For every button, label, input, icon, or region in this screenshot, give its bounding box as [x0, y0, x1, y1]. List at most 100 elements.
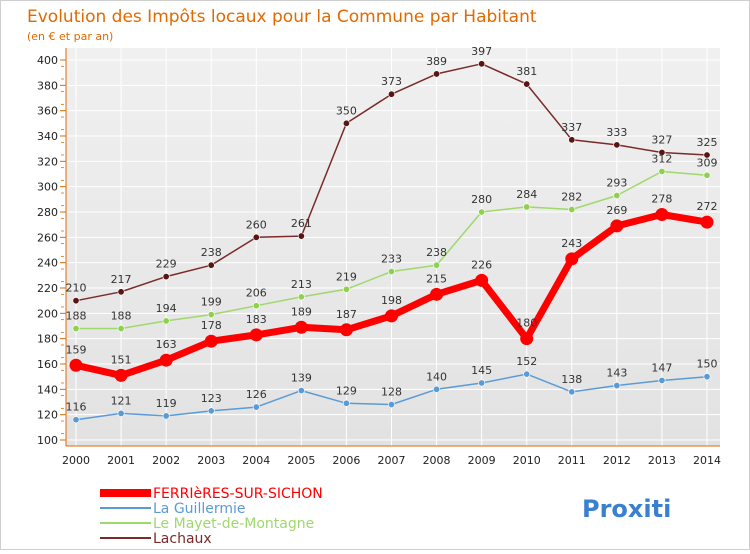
data-point: [478, 60, 486, 68]
y-tick-label: 280: [37, 206, 58, 219]
data-point: [520, 332, 534, 346]
series-1: [72, 370, 711, 424]
data-point: [117, 288, 125, 296]
chart-subtitle: (en € et par an): [27, 30, 113, 43]
series-0: [69, 208, 714, 382]
x-tick-label: 2010: [513, 454, 541, 467]
proxiti-logo: Proxiti: [582, 495, 671, 523]
y-tick-label: 200: [37, 307, 58, 320]
data-label: 233: [381, 253, 402, 266]
data-label: 260: [246, 218, 267, 231]
data-label: 152: [516, 355, 537, 368]
data-point: [72, 416, 80, 424]
data-label: 373: [381, 75, 402, 88]
data-label: 139: [291, 372, 312, 385]
data-point: [478, 379, 486, 387]
data-label: 282: [561, 190, 582, 203]
data-label: 397: [471, 45, 492, 58]
data-label: 325: [697, 136, 718, 149]
data-label: 140: [426, 370, 447, 383]
data-point: [655, 208, 669, 222]
x-tick-label: 2003: [197, 454, 225, 467]
data-label: 119: [156, 397, 177, 410]
data-point: [207, 261, 215, 269]
series-3: [72, 60, 711, 305]
data-point: [117, 325, 125, 333]
data-point: [523, 370, 531, 378]
data-label: 138: [561, 373, 582, 386]
y-tick-label: 320: [37, 155, 58, 168]
x-tick-label: 2014: [693, 454, 721, 467]
data-label: 121: [111, 394, 132, 407]
data-label: 147: [651, 361, 672, 374]
data-point: [568, 388, 576, 396]
data-label: 309: [697, 156, 718, 169]
data-point: [117, 409, 125, 417]
data-point: [700, 215, 714, 229]
data-point: [252, 233, 260, 241]
data-label: 183: [246, 313, 267, 326]
data-label: 210: [66, 282, 87, 295]
x-tick-label: 2008: [423, 454, 451, 467]
x-tick-label: 2002: [152, 454, 180, 467]
y-tick-label: 240: [37, 257, 58, 270]
data-point: [252, 403, 260, 411]
data-label: 194: [156, 302, 177, 315]
data-point: [523, 80, 531, 88]
data-point: [433, 261, 441, 269]
y-tick-label: 180: [37, 333, 58, 346]
data-point: [433, 385, 441, 393]
data-point: [475, 273, 489, 287]
data-label: 206: [246, 287, 267, 300]
data-point: [387, 268, 395, 276]
data-label: 188: [66, 310, 87, 323]
data-point: [658, 376, 666, 384]
data-label: 126: [246, 388, 267, 401]
data-point: [523, 203, 531, 211]
data-label: 188: [111, 310, 132, 323]
data-point: [252, 302, 260, 310]
x-tick-label: 2005: [287, 454, 315, 467]
data-label: 128: [381, 386, 402, 399]
data-point: [703, 151, 711, 159]
data-point: [72, 297, 80, 305]
data-label: 350: [336, 104, 357, 117]
data-label: 150: [697, 358, 718, 371]
data-label: 280: [471, 193, 492, 206]
data-label: 389: [426, 55, 447, 68]
data-label: 293: [606, 177, 627, 190]
data-point: [387, 401, 395, 409]
y-tick-label: 100: [37, 434, 58, 447]
data-label: 284: [516, 188, 537, 201]
data-label: 226: [471, 258, 492, 271]
data-label: 337: [561, 121, 582, 134]
data-label: 151: [111, 353, 132, 366]
data-label: 143: [606, 367, 627, 380]
data-point: [249, 328, 263, 342]
data-label: 116: [66, 401, 87, 414]
data-label: 199: [201, 296, 222, 309]
data-label: 187: [336, 308, 357, 321]
data-point: [430, 287, 444, 301]
data-point: [568, 136, 576, 144]
data-label: 198: [381, 294, 402, 307]
data-label: 145: [471, 364, 492, 377]
data-point: [342, 119, 350, 127]
y-tick-label: 340: [37, 130, 58, 143]
data-label: 213: [291, 278, 312, 291]
data-point: [159, 353, 173, 367]
x-tick-label: 2004: [242, 454, 270, 467]
data-point: [658, 148, 666, 156]
data-label: 238: [201, 246, 222, 259]
chart-title: Evolution des Impôts locaux pour la Comm…: [27, 7, 537, 27]
data-label: 180: [516, 317, 537, 330]
data-point: [478, 208, 486, 216]
y-tick-label: 400: [37, 54, 58, 67]
y-tick-label: 360: [37, 105, 58, 118]
data-point: [207, 311, 215, 319]
x-tick-label: 2006: [332, 454, 360, 467]
data-label: 381: [516, 65, 537, 78]
data-label: 123: [201, 392, 222, 405]
